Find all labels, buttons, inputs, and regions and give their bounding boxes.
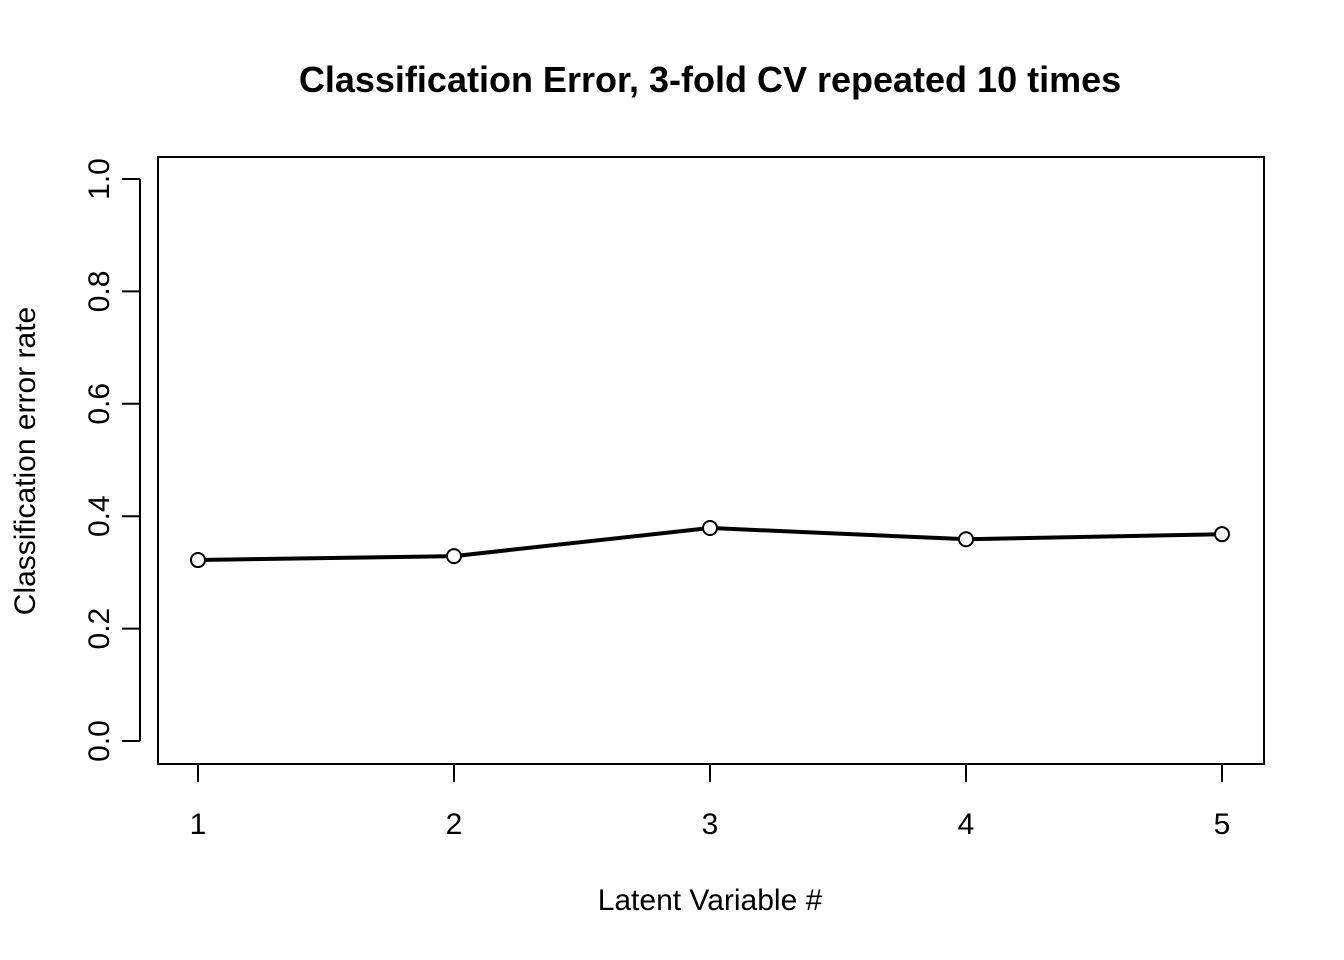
y-axis-label: Classification error rate xyxy=(9,307,42,615)
x-tick-label: 1 xyxy=(190,808,207,841)
y-tick-label: 0.6 xyxy=(83,383,116,425)
y-tick-label: 0.0 xyxy=(83,720,116,762)
x-tick-label: 3 xyxy=(702,808,719,841)
y-axis: 0.0 0.2 0.4 0.6 0.8 1.0 xyxy=(83,158,141,762)
y-tick-label: 0.4 xyxy=(83,495,116,537)
x-tick-label: 2 xyxy=(446,808,463,841)
series-segment xyxy=(204,554,448,562)
data-point xyxy=(958,531,974,548)
series-segment xyxy=(716,526,960,541)
data-point xyxy=(446,548,462,565)
series-segment xyxy=(972,532,1216,542)
series-segment xyxy=(460,526,704,558)
data-point xyxy=(190,552,206,569)
data-point xyxy=(1214,526,1230,543)
x-axis-label: Latent Variable # xyxy=(598,884,823,917)
data-point xyxy=(702,520,718,537)
y-tick-label: 0.8 xyxy=(83,271,116,313)
x-tick-label: 5 xyxy=(1214,808,1231,841)
plot-frame xyxy=(157,156,1265,765)
y-tick-label: 0.2 xyxy=(83,608,116,650)
chart-title: Classification Error, 3-fold CV repeated… xyxy=(299,59,1121,100)
x-tick-label: 4 xyxy=(958,808,975,841)
series-group xyxy=(190,520,1230,569)
x-axis: 1 2 3 4 5 xyxy=(190,763,1231,841)
y-tick-label: 1.0 xyxy=(83,158,116,200)
